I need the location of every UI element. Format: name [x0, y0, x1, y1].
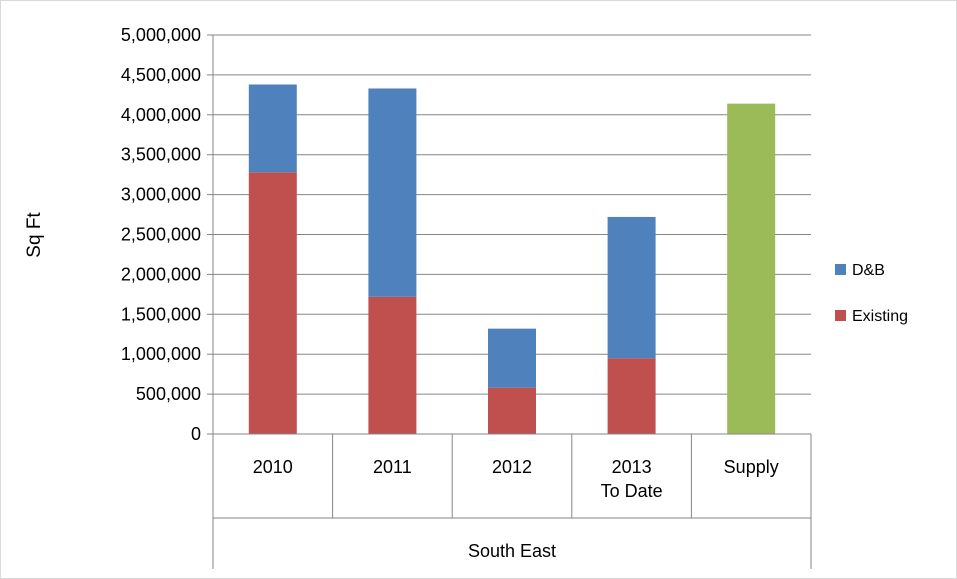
- y-axis-ticks: 0 500,000 1,000,000 1,500,000 2,000,000 2,500…: [121, 25, 213, 444]
- y-tick-label: 2,500,000: [121, 225, 201, 245]
- x-category-label: Supply: [724, 457, 779, 477]
- bar-segment: [368, 88, 417, 297]
- x-axis-categories: 2010 2011 2012 2013 To Date Supply: [253, 457, 779, 501]
- y-tick-label: 4,000,000: [121, 105, 201, 125]
- y-tick-label: 500,000: [136, 384, 201, 404]
- bar-segment: [607, 216, 656, 359]
- bar-segment: [488, 387, 536, 434]
- x-category-label: 2011: [373, 457, 412, 477]
- y-tick-label: 1,000,000: [121, 344, 201, 364]
- bar-segment: [727, 103, 776, 435]
- legend: D&B Existing: [835, 262, 908, 325]
- legend-swatch: [835, 310, 846, 321]
- bar-segment: [248, 84, 297, 173]
- bar-segment: [248, 172, 297, 435]
- y-tick-label: 4,500,000: [121, 65, 201, 85]
- gridlines: [213, 34, 811, 395]
- legend-label: D&B: [852, 262, 885, 279]
- y-tick-label: 1,500,000: [121, 304, 201, 324]
- legend-label: Existing: [852, 308, 908, 325]
- bar-segment: [368, 296, 417, 434]
- y-tick-label: 0: [191, 424, 201, 444]
- x-category-label: 2010: [253, 457, 293, 477]
- bar-segment: [607, 358, 656, 434]
- x-category-label: 2013: [612, 457, 652, 477]
- y-tick-label: 5,000,000: [121, 25, 201, 45]
- bars: [248, 84, 776, 435]
- x-category-label: To Date: [601, 481, 663, 501]
- axes: [212, 35, 812, 569]
- y-tick-label: 3,500,000: [121, 145, 201, 165]
- bar-segment: [488, 328, 536, 388]
- y-tick-label: 3,000,000: [121, 185, 201, 205]
- y-axis-title: Sq Ft: [24, 212, 45, 258]
- legend-swatch: [835, 264, 846, 275]
- x-category-label: 2012: [492, 457, 532, 477]
- group-label: South East: [468, 541, 556, 561]
- y-tick-label: 2,000,000: [121, 264, 201, 284]
